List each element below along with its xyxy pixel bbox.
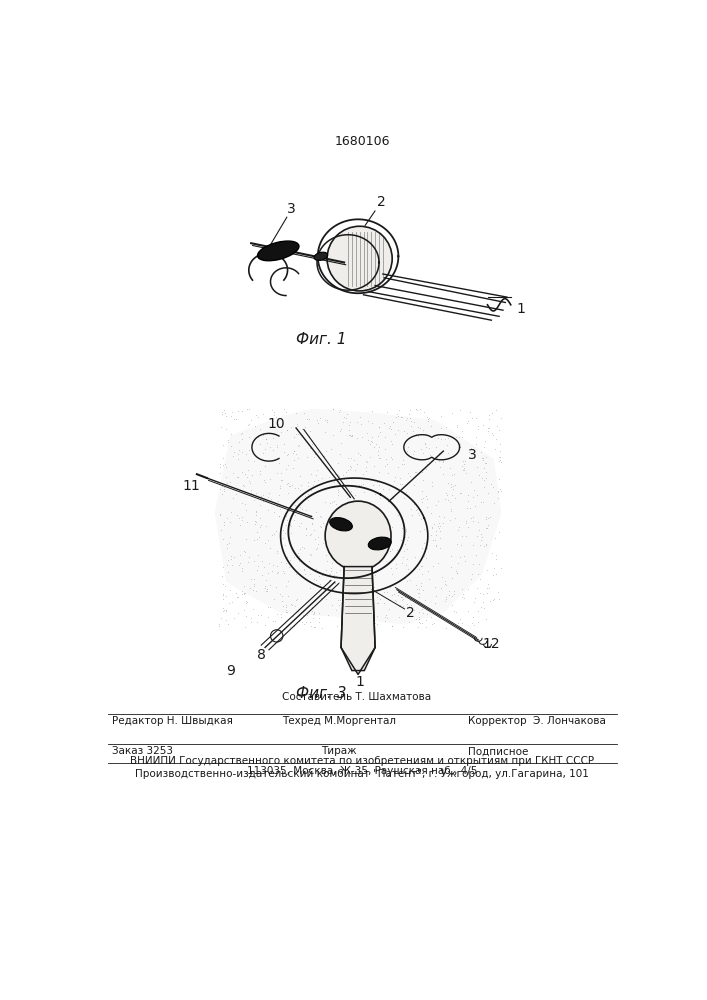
- Ellipse shape: [257, 241, 299, 261]
- Text: 9: 9: [226, 664, 235, 678]
- Text: Производственно-издательский комбинат "Патент", г. Ужгород, ул.Гагарина, 101: Производственно-издательский комбинат "П…: [135, 769, 589, 779]
- Text: 8: 8: [257, 648, 266, 662]
- Text: ВНИИПИ Государственного комитета по изобретениям и открытиям при ГКНТ СССР: ВНИИПИ Государственного комитета по изоб…: [130, 756, 594, 766]
- Text: 2: 2: [407, 606, 415, 620]
- Text: Тираж: Тираж: [321, 746, 356, 756]
- Text: 11: 11: [182, 479, 200, 493]
- Ellipse shape: [368, 537, 391, 550]
- Text: 1680106: 1680106: [334, 135, 390, 148]
- Text: 1: 1: [516, 302, 525, 316]
- Text: Фиг. 1: Фиг. 1: [296, 332, 346, 347]
- Text: Подписное: Подписное: [468, 746, 529, 756]
- Text: Техред М.Моргентал: Техред М.Моргентал: [282, 716, 396, 726]
- Circle shape: [327, 226, 392, 291]
- Polygon shape: [215, 409, 501, 624]
- Polygon shape: [341, 567, 375, 671]
- Text: 3: 3: [287, 202, 296, 216]
- Text: Корректор  Э. Лончакова: Корректор Э. Лончакова: [468, 716, 606, 726]
- Text: 12: 12: [483, 637, 500, 651]
- Text: 2: 2: [377, 195, 386, 209]
- Text: 10: 10: [268, 417, 286, 431]
- Ellipse shape: [329, 518, 352, 531]
- Text: Фиг. 3: Фиг. 3: [296, 686, 346, 701]
- Text: 1: 1: [355, 675, 364, 689]
- Text: Заказ 3253: Заказ 3253: [112, 746, 173, 756]
- Ellipse shape: [325, 501, 391, 570]
- Ellipse shape: [314, 252, 327, 260]
- Text: 113035, Москва, Ж-35, Раушская наб., 4/5: 113035, Москва, Ж-35, Раушская наб., 4/5: [247, 766, 477, 776]
- Text: Редактор Н. Швыдкая: Редактор Н. Швыдкая: [112, 716, 233, 726]
- Text: 3: 3: [469, 448, 477, 462]
- Text: Составитель Т. Шахматова: Составитель Т. Шахматова: [282, 692, 431, 702]
